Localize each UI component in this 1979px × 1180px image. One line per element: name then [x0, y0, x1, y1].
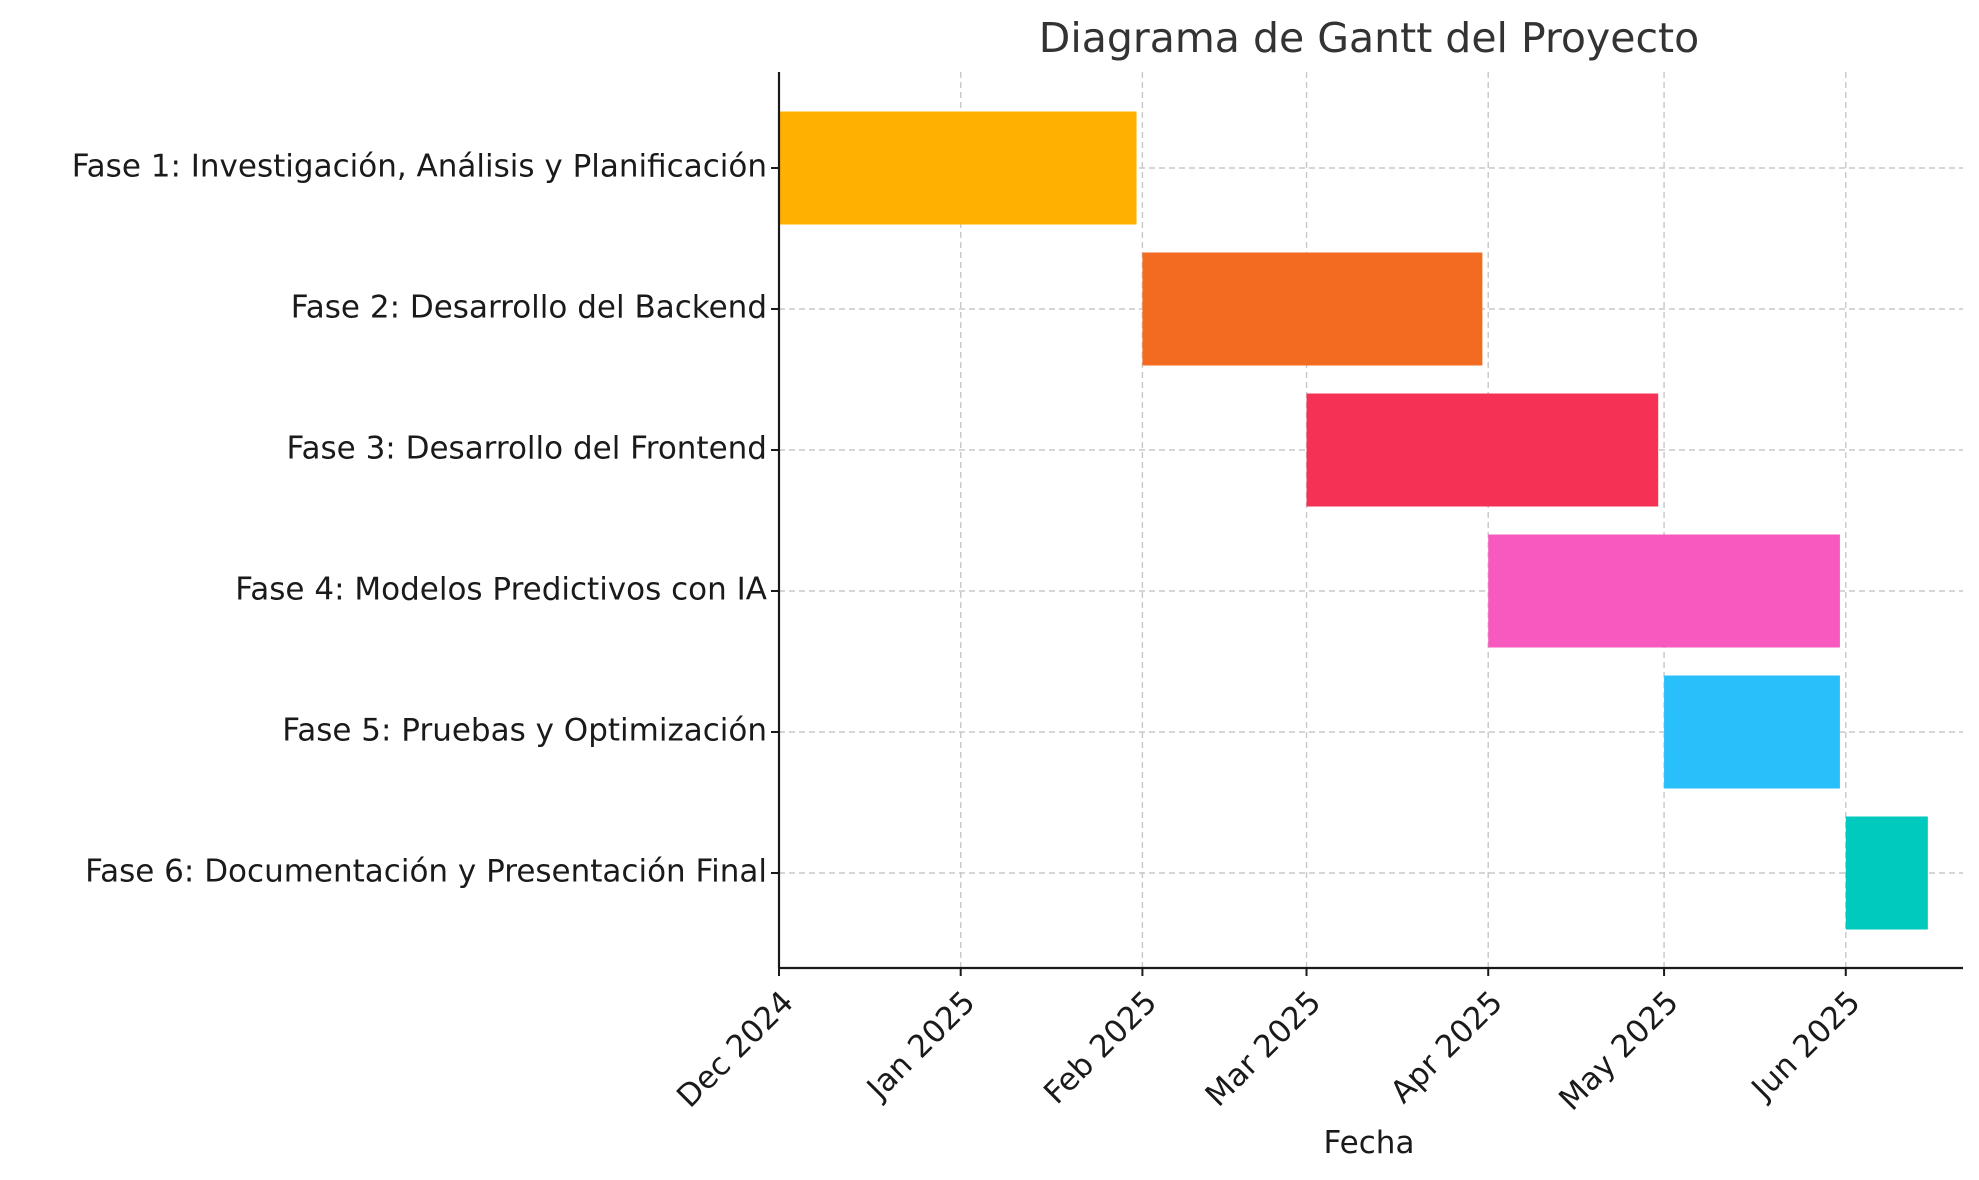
task-bar — [779, 111, 1137, 225]
task-bar — [1845, 816, 1928, 930]
x-tick-label: Jan 2025 — [859, 984, 982, 1107]
task-label: Fase 5: Pruebas y Optimización — [282, 713, 767, 749]
task-bar — [1142, 252, 1483, 366]
task-labels: Fase 1: Investigación, Análisis y Planif… — [72, 149, 767, 890]
axes — [771, 72, 1963, 976]
task-bars — [779, 111, 1928, 930]
x-tick-label: Apr 2025 — [1384, 984, 1510, 1110]
task-label: Fase 6: Documentación y Presentación Fin… — [85, 854, 767, 890]
task-bar — [1664, 675, 1840, 789]
x-tick-labels: Dec 2024 Jan 2025 Feb 2025 Mar 2025 Apr 2025… — [670, 984, 1867, 1118]
x-axis-label: Fecha — [1324, 1125, 1415, 1161]
task-label: Fase 2: Desarrollo del Backend — [291, 290, 767, 326]
task-bar — [1488, 534, 1840, 648]
task-label: Fase 4: Modelos Predictivos con IA — [235, 572, 767, 608]
task-label: Fase 1: Investigación, Análisis y Planif… — [72, 149, 767, 185]
chart-title: Diagrama de Gantt del Proyecto — [1039, 14, 1699, 62]
x-tick-label: Feb 2025 — [1037, 984, 1164, 1111]
task-bar — [1306, 393, 1659, 507]
task-label: Fase 3: Desarrollo del Frontend — [287, 431, 767, 467]
x-tick-label: Jun 2025 — [1744, 984, 1868, 1108]
x-tick-label: May 2025 — [1552, 984, 1686, 1118]
x-tick-label: Dec 2024 — [670, 984, 801, 1115]
x-tick-label: Mar 2025 — [1199, 984, 1329, 1114]
